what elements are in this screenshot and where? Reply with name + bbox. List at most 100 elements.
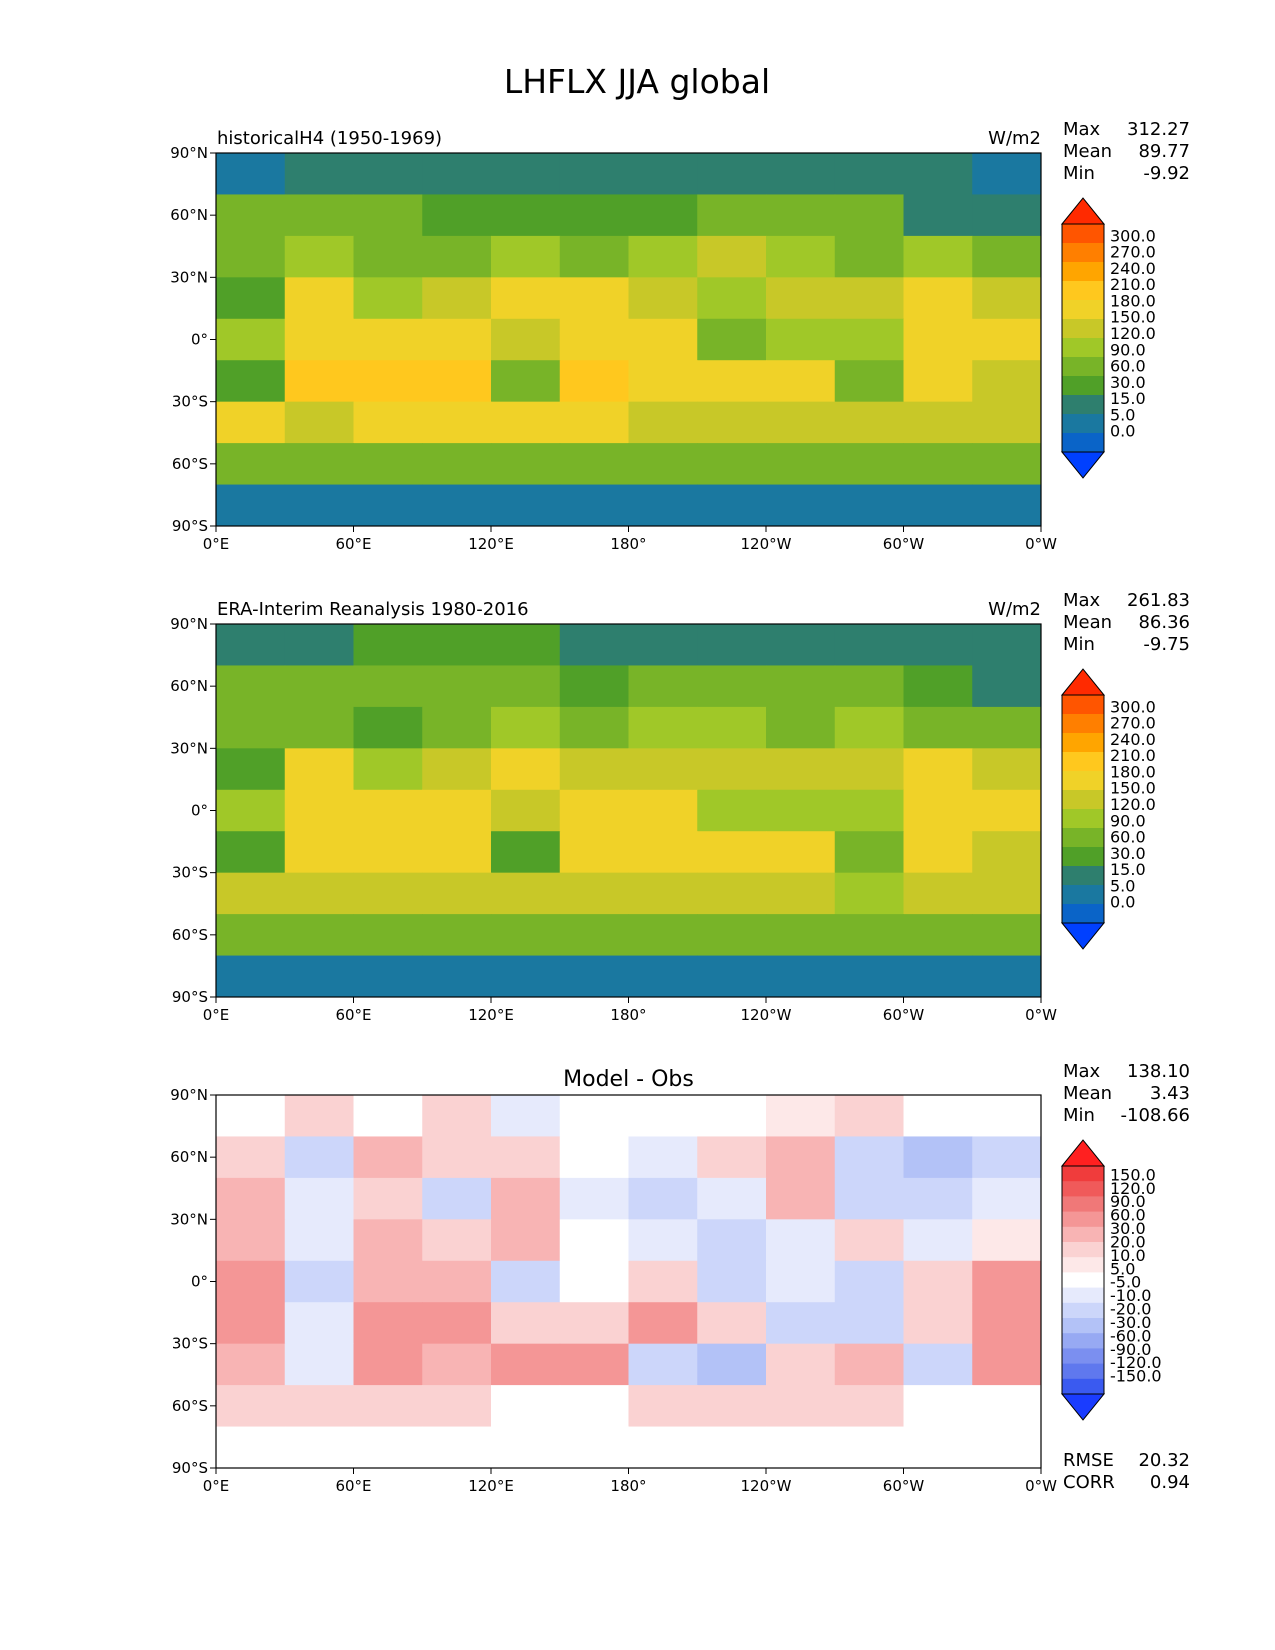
map-cell bbox=[972, 706, 1042, 749]
colorbar-label: 150.0 bbox=[1110, 779, 1156, 798]
map-cell bbox=[834, 872, 904, 915]
colorbar-label: 270.0 bbox=[1110, 243, 1156, 262]
map-cell bbox=[903, 1136, 973, 1179]
colorbar-label: -30.0 bbox=[1110, 1313, 1151, 1332]
map-cell bbox=[491, 235, 561, 278]
map-cell bbox=[353, 1136, 423, 1179]
colorbar-cell bbox=[1062, 357, 1104, 377]
map-cell bbox=[353, 1343, 423, 1386]
map-cell bbox=[422, 872, 492, 915]
map-cell bbox=[766, 194, 836, 237]
map-cell bbox=[422, 318, 492, 361]
stat-value: 312.27 bbox=[1127, 119, 1190, 140]
map-cell bbox=[834, 789, 904, 832]
stat-label: Mean bbox=[1063, 612, 1112, 633]
map-cell bbox=[834, 153, 904, 195]
map-cell bbox=[972, 1219, 1042, 1262]
y-tick-label: 0° bbox=[191, 331, 208, 349]
map-cell bbox=[491, 1302, 561, 1345]
x-tick-label: 180° bbox=[610, 1006, 646, 1024]
colorbar-cell bbox=[1062, 414, 1104, 434]
map-cell bbox=[353, 748, 423, 791]
map-cell bbox=[216, 665, 286, 708]
map-cell bbox=[559, 1426, 629, 1469]
map-cell bbox=[628, 484, 698, 527]
map-cell bbox=[697, 789, 767, 832]
map-cell bbox=[216, 1385, 286, 1428]
map-cell bbox=[422, 235, 492, 278]
map-cell bbox=[284, 1426, 354, 1469]
map-cell bbox=[353, 1177, 423, 1220]
map-cell bbox=[834, 748, 904, 791]
map-cell bbox=[284, 277, 354, 320]
map-cell bbox=[353, 955, 423, 998]
colorbar-label: 5.0 bbox=[1110, 1259, 1135, 1278]
stat-value: -9.92 bbox=[1143, 163, 1190, 184]
map-cell bbox=[491, 665, 561, 708]
map-cell bbox=[903, 1385, 973, 1428]
colorbar-cell bbox=[1062, 1348, 1104, 1364]
map-cell bbox=[903, 955, 973, 998]
map-cell bbox=[216, 706, 286, 749]
x-tick-label: 60°E bbox=[335, 1477, 371, 1495]
map-cell bbox=[216, 1343, 286, 1386]
map-cell bbox=[834, 1136, 904, 1179]
colorbar-label: 210.0 bbox=[1110, 746, 1156, 765]
y-tick-label: 90°S bbox=[172, 517, 208, 535]
colorbar-label: -20.0 bbox=[1110, 1300, 1151, 1319]
y-tick-label: 90°N bbox=[170, 144, 208, 162]
x-tick-label: 0°W bbox=[1025, 535, 1057, 553]
map-field bbox=[216, 153, 1042, 527]
colorbar-label: 300.0 bbox=[1110, 226, 1156, 245]
map-cell bbox=[353, 318, 423, 361]
stat-value: 0.94 bbox=[1150, 1472, 1190, 1493]
map-cell bbox=[353, 624, 423, 666]
map-cell bbox=[284, 194, 354, 237]
map-cell bbox=[766, 624, 836, 666]
map-cell bbox=[697, 1177, 767, 1220]
map-cell bbox=[903, 831, 973, 874]
map-cell bbox=[353, 1260, 423, 1303]
map-cell bbox=[628, 153, 698, 195]
map-cell bbox=[766, 277, 836, 320]
panel-3: Model - Obs Max 138.10 Mean 3.43 Min -108.66 RM… bbox=[170, 1061, 1190, 1495]
stat-label: Max bbox=[1063, 1061, 1101, 1082]
map-cell bbox=[766, 443, 836, 486]
y-tick-label: 30°S bbox=[172, 393, 208, 411]
map-cell bbox=[284, 235, 354, 278]
map-cell bbox=[628, 789, 698, 832]
stat-label: Max bbox=[1063, 590, 1101, 611]
map-cell bbox=[284, 914, 354, 957]
colorbar: 300.0270.0240.0210.0180.0150.0120.090.06… bbox=[1060, 197, 1156, 479]
map-cell bbox=[628, 1302, 698, 1345]
map-cell bbox=[628, 1136, 698, 1179]
map-cell bbox=[559, 748, 629, 791]
colorbar-label: 240.0 bbox=[1110, 730, 1156, 749]
map-cell bbox=[422, 914, 492, 957]
map-cell bbox=[284, 706, 354, 749]
colorbar-extend-max bbox=[1060, 197, 1106, 225]
map-cell bbox=[491, 872, 561, 915]
map-cell bbox=[972, 153, 1042, 195]
colorbar-cell bbox=[1062, 319, 1104, 339]
map-cell bbox=[284, 318, 354, 361]
map-cell bbox=[628, 401, 698, 444]
map-cell bbox=[834, 914, 904, 957]
map-cell bbox=[422, 443, 492, 486]
colorbar-frame bbox=[1061, 223, 1105, 453]
map-cell bbox=[972, 914, 1042, 957]
colorbar-label: -150.0 bbox=[1110, 1367, 1162, 1386]
y-tick-label: 90°S bbox=[172, 1459, 208, 1477]
stat-label: Mean bbox=[1063, 1083, 1112, 1104]
map-cell bbox=[766, 1385, 836, 1428]
map-cell bbox=[559, 624, 629, 666]
map-cell bbox=[284, 401, 354, 444]
colorbar-label: 240.0 bbox=[1110, 259, 1156, 278]
stat-label: Mean bbox=[1063, 141, 1112, 162]
map-cell bbox=[422, 955, 492, 998]
map-cell bbox=[628, 872, 698, 915]
stat-label: Min bbox=[1063, 1105, 1095, 1126]
panel-units: W/m2 bbox=[988, 128, 1041, 149]
map-cell bbox=[697, 360, 767, 403]
panel-left-label: ERA-Interim Reanalysis 1980-2016 bbox=[217, 599, 529, 620]
